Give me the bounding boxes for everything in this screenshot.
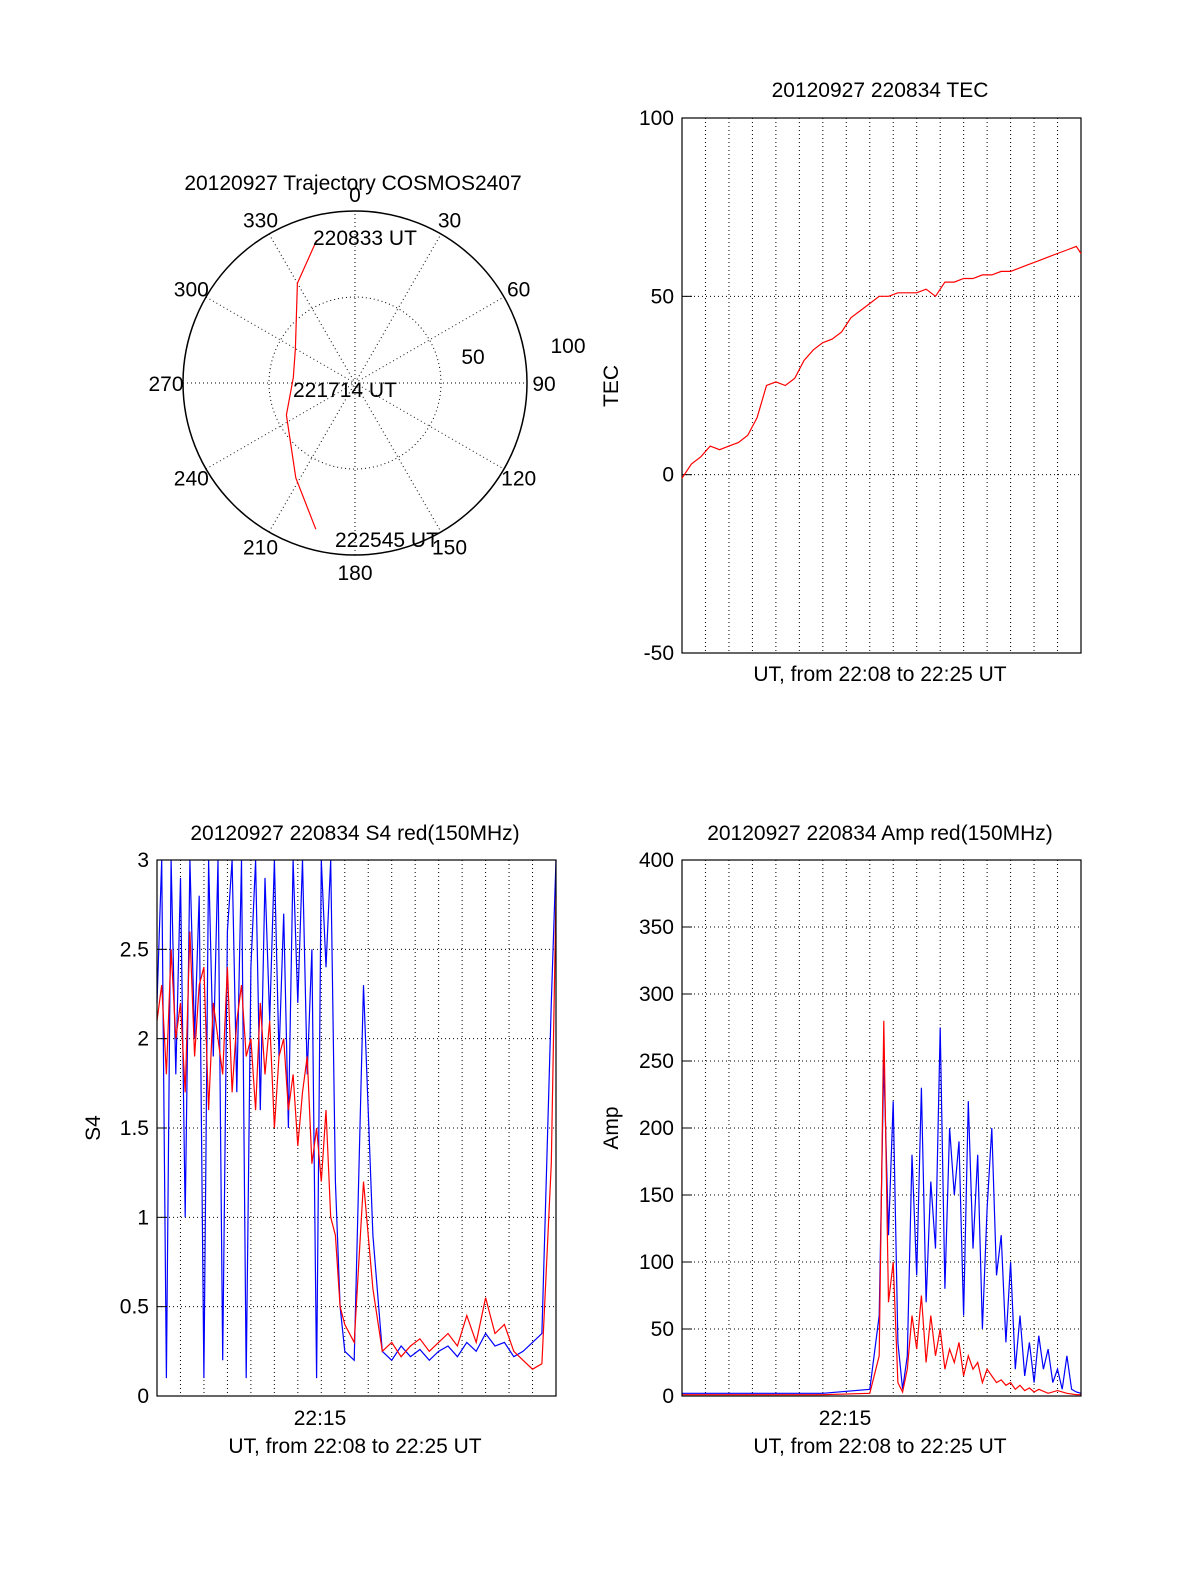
s4-ylabel: S4 [82, 1115, 105, 1141]
amp-ytick-label-50: 50 [651, 1318, 674, 1341]
polar-azimuth-label-240: 240 [174, 468, 209, 491]
polar-time-start: 220833 UT [313, 227, 417, 250]
amp-y-ticks: 0 50 100 150 200 250 300 350 400 [639, 849, 692, 1408]
polar-azimuth-label-210: 210 [243, 537, 278, 560]
polar-inner-circle [268, 296, 442, 470]
polar-azimuth-label-0: 0 [349, 184, 361, 207]
polar-azimuth-label-30: 30 [438, 209, 461, 232]
polar-time-end: 222545 UT [335, 529, 439, 552]
s4-xlabel: UT, from 22:08 to 22:25 UT [228, 1435, 481, 1458]
tec-ylabel: TEC [600, 365, 623, 407]
tec-series-line [681, 245, 1082, 479]
polar-azimuth-label-90: 90 [532, 373, 555, 396]
amp-series-red-line [682, 1020, 1081, 1396]
s4-title: 20120927 220834 S4 red(150MHz) [190, 822, 519, 845]
tec-xlabel: UT, from 22:08 to 22:25 UT [753, 663, 1006, 686]
polar-azimuth-label-150: 150 [432, 537, 467, 560]
s4-series-red-line [156, 895, 557, 1370]
polar-azimuth-label-330: 330 [243, 209, 278, 232]
tec-ytick-label-50: 50 [651, 285, 674, 308]
tec-ytick-label-0: 0 [662, 464, 674, 487]
s4-xtick-label: 22:15 [294, 1407, 347, 1430]
s4-panel: 20120927 220834 S4 red(150MHz) 0 0.5 1 1.5 2… [82, 822, 557, 1458]
polar-spoke-150 [268, 233, 442, 533]
s4-ytick-label-1.5: 1.5 [120, 1117, 149, 1140]
s4-grid [157, 860, 556, 1396]
amp-ytick-label-0: 0 [662, 1385, 674, 1408]
polar-panel: 20120927 Trajectory COSMOS2407 0 30 60 90 12… [148, 172, 585, 585]
tec-title: 20120927 220834 TEC [772, 79, 989, 102]
amp-grid [682, 860, 1081, 1396]
amp-series [682, 1020, 1082, 1396]
s4-frame [156, 859, 557, 1397]
polar-time-middle: 221714 UT [293, 379, 397, 402]
polar-azimuth-labels: 0 30 60 90 120 150 180 210 240 270 300 330 [148, 184, 555, 585]
polar-azimuth-label-180: 180 [337, 562, 372, 585]
s4-ytick-label-2.5: 2.5 [120, 938, 149, 961]
amp-xlabel: UT, from 22:08 to 22:25 UT [753, 1435, 1006, 1458]
s4-ytick-label-0.5: 0.5 [120, 1296, 149, 1319]
amp-title: 20120927 220834 Amp red(150MHz) [707, 822, 1053, 845]
tec-ytick-label-100: 100 [639, 107, 674, 130]
polar-spokes [183, 211, 527, 555]
polar-radial-label-50: 50 [461, 346, 484, 369]
amp-series-blue-line [682, 1027, 1082, 1394]
polar-trajectory-line [285, 239, 318, 530]
amp-ytick-label-250: 250 [639, 1050, 674, 1073]
amp-frame [681, 859, 1082, 1397]
amp-ytick-label-200: 200 [639, 1117, 674, 1140]
s4-ytick-label-3: 3 [137, 849, 149, 872]
s4-ytick-label-0: 0 [137, 1385, 149, 1408]
s4-ytick-label-2: 2 [137, 1028, 149, 1051]
s4-ytick-label-1: 1 [137, 1206, 149, 1229]
tec-panel: 20120927 220834 TEC -50 0 50 100 TEC UT, fr… [600, 79, 1082, 686]
amp-ytick-label-400: 400 [639, 849, 674, 872]
tec-frame [681, 117, 1082, 654]
polar-azimuth-label-120: 120 [501, 468, 536, 491]
amp-ytick-label-300: 300 [639, 983, 674, 1006]
tec-ytick-label--50: -50 [644, 642, 674, 665]
s4-series [156, 859, 557, 1379]
s4-y-ticks: 0 0.5 1 1.5 2 2.5 3 [120, 849, 167, 1408]
polar-radial-label-100: 100 [550, 335, 585, 358]
amp-ytick-label-150: 150 [639, 1184, 674, 1207]
amp-ytick-label-350: 350 [639, 916, 674, 939]
polar-azimuth-label-270: 270 [148, 373, 183, 396]
amp-xtick-label: 22:15 [819, 1407, 872, 1430]
polar-title: 20120927 Trajectory COSMOS2407 [184, 172, 521, 195]
polar-azimuth-label-300: 300 [174, 279, 209, 302]
amp-panel: 20120927 220834 Amp red(150MHz) 0 50 100 15… [600, 822, 1082, 1458]
s4-series-blue-line [156, 859, 557, 1379]
tec-y-ticks: -50 0 50 100 [639, 107, 692, 665]
amp-ytick-label-100: 100 [639, 1251, 674, 1274]
amp-ylabel: Amp [600, 1106, 623, 1149]
tec-grid [682, 118, 1081, 653]
polar-azimuth-label-60: 60 [507, 279, 530, 302]
